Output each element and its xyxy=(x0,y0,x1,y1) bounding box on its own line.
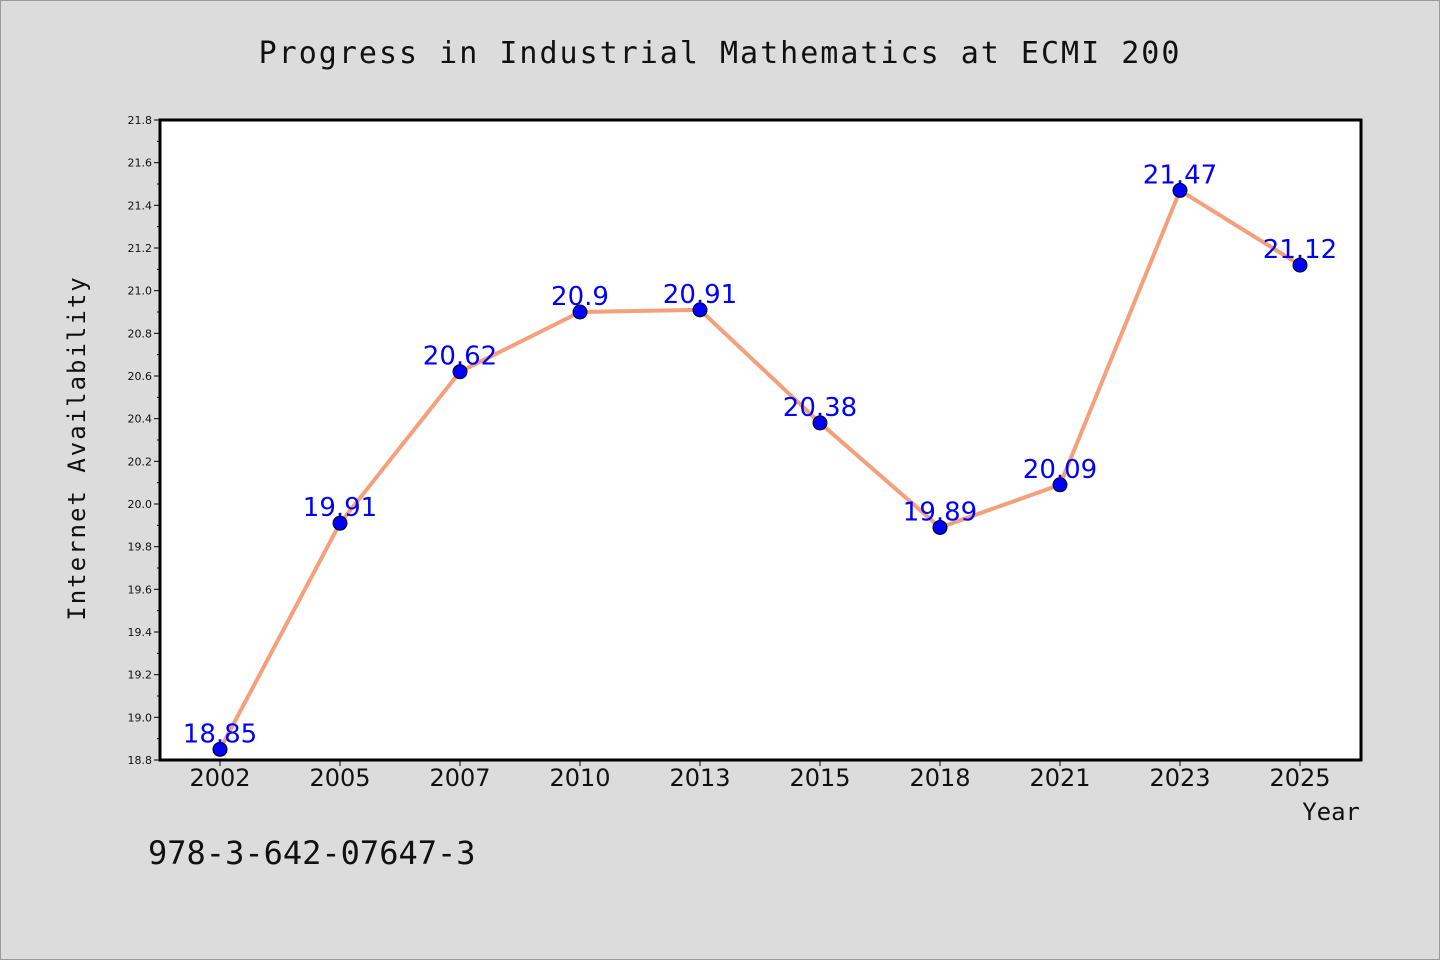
y-tick-label: 18.8 xyxy=(128,754,153,767)
data-label: 20.91 xyxy=(663,280,737,310)
x-tick-label: 2013 xyxy=(669,764,730,792)
data-point xyxy=(1292,257,1308,273)
y-tick-label: 21.6 xyxy=(128,157,153,170)
data-label: 19.89 xyxy=(903,497,977,527)
data-point xyxy=(932,519,948,535)
data-label: 20.62 xyxy=(423,342,497,372)
footer-text: 978-3-642-07647-3 xyxy=(148,834,476,872)
data-labels: 18.85 19.91 20.62 20.9 20.91 20.38 19.89 20.09 2… xyxy=(183,160,1337,749)
data-label: 19.91 xyxy=(303,493,377,523)
data-point xyxy=(1052,477,1068,493)
data-point xyxy=(1172,182,1188,198)
y-tick-label: 21.2 xyxy=(128,242,153,255)
plot-area xyxy=(160,120,1361,760)
y-tick-label: 19.0 xyxy=(128,711,153,724)
y-tick-label: 21.0 xyxy=(128,285,153,298)
plot-border xyxy=(158,118,1363,762)
x-axis-label: Year xyxy=(1302,798,1360,826)
data-point xyxy=(212,741,228,757)
y-tick-label: 20.6 xyxy=(128,370,153,383)
y-tick-label: 20.2 xyxy=(128,455,153,468)
data-label: 20.9 xyxy=(551,282,609,312)
y-axis-label: Internet Availability xyxy=(63,275,91,620)
x-tick-label: 2025 xyxy=(1269,764,1330,792)
x-tick-label: 2005 xyxy=(309,764,370,792)
x-tick-label: 2002 xyxy=(189,764,250,792)
data-label: 18.85 xyxy=(183,719,257,749)
series xyxy=(212,182,1308,757)
y-tick-label: 21.8 xyxy=(128,114,153,127)
data-point xyxy=(452,364,468,380)
x-tick-label: 2021 xyxy=(1029,764,1090,792)
y-tick-label: 19.4 xyxy=(128,626,153,639)
data-label: 20.09 xyxy=(1023,455,1097,485)
data-label: 20.38 xyxy=(783,393,857,423)
x-axis-ticks: 2002 2005 2007 2010 2013 2015 2018 2021 2023 2025 xyxy=(189,760,1331,792)
data-label: 21.47 xyxy=(1143,160,1217,190)
x-tick-label: 2010 xyxy=(549,764,610,792)
y-axis-ticks: 18.8 19.0 19.2 19.4 19.6 19.8 20.0 20.2 20.4 20.6… xyxy=(128,114,160,767)
y-tick-label: 19.8 xyxy=(128,541,153,554)
series-line xyxy=(218,188,1302,751)
x-tick-label: 2007 xyxy=(429,764,490,792)
data-label: 21.12 xyxy=(1263,235,1337,265)
y-tick-label: 20.8 xyxy=(128,327,153,340)
y-tick-label: 19.2 xyxy=(128,669,153,682)
data-point xyxy=(332,515,348,531)
x-tick-label: 2023 xyxy=(1149,764,1210,792)
data-point xyxy=(812,415,828,431)
y-tick-label: 20.4 xyxy=(128,413,153,426)
x-tick-label: 2018 xyxy=(909,764,970,792)
data-point xyxy=(572,304,588,320)
y-tick-label: 20.0 xyxy=(128,498,153,511)
x-tick-label: 2015 xyxy=(789,764,850,792)
chart-title: Progress in Industrial Mathematics at EC… xyxy=(259,36,1182,71)
data-point xyxy=(692,302,708,318)
y-tick-label: 19.6 xyxy=(128,583,153,596)
y-tick-label: 21.4 xyxy=(128,199,153,212)
